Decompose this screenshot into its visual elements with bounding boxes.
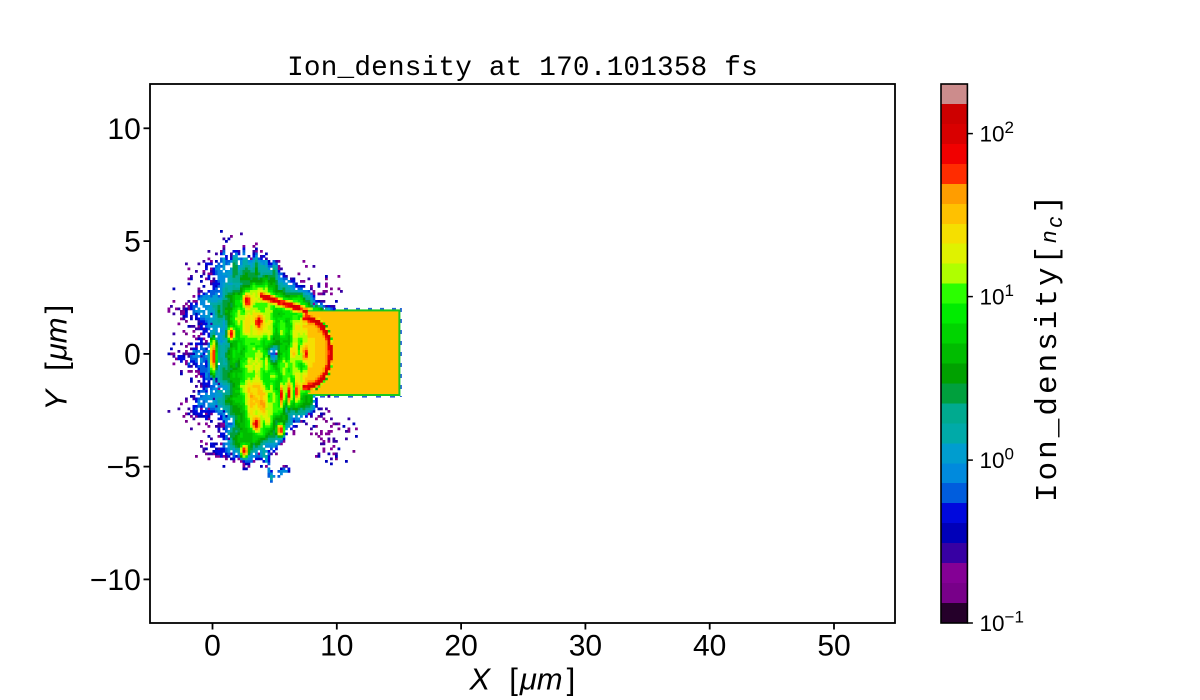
- svg-text:30: 30: [569, 629, 602, 662]
- svg-text:102: 102: [980, 118, 1015, 146]
- svg-text:0: 0: [124, 339, 141, 372]
- svg-text:Ion_density at 170.101358 fs: Ion_density at 170.101358 fs: [287, 53, 758, 84]
- svg-text:100: 100: [980, 445, 1015, 473]
- svg-text:10: 10: [320, 629, 353, 662]
- svg-text:X[μm]: X [μm]: [469, 661, 576, 696]
- svg-text:10: 10: [107, 113, 140, 146]
- svg-text:−10: −10: [90, 564, 141, 597]
- svg-text:10−1: 10−1: [980, 608, 1024, 636]
- svg-text:40: 40: [693, 629, 726, 662]
- svg-text:20: 20: [444, 629, 477, 662]
- svg-text:5: 5: [124, 226, 141, 259]
- svg-text:101: 101: [980, 281, 1015, 309]
- svg-text:50: 50: [817, 629, 850, 662]
- svg-text:Ion_density[nc]: Ion_density[nc]: [1031, 192, 1067, 502]
- svg-text:Y[μm]: Y[μm]: [39, 305, 74, 411]
- svg-text:−5: −5: [107, 451, 141, 484]
- svg-text:0: 0: [204, 629, 221, 662]
